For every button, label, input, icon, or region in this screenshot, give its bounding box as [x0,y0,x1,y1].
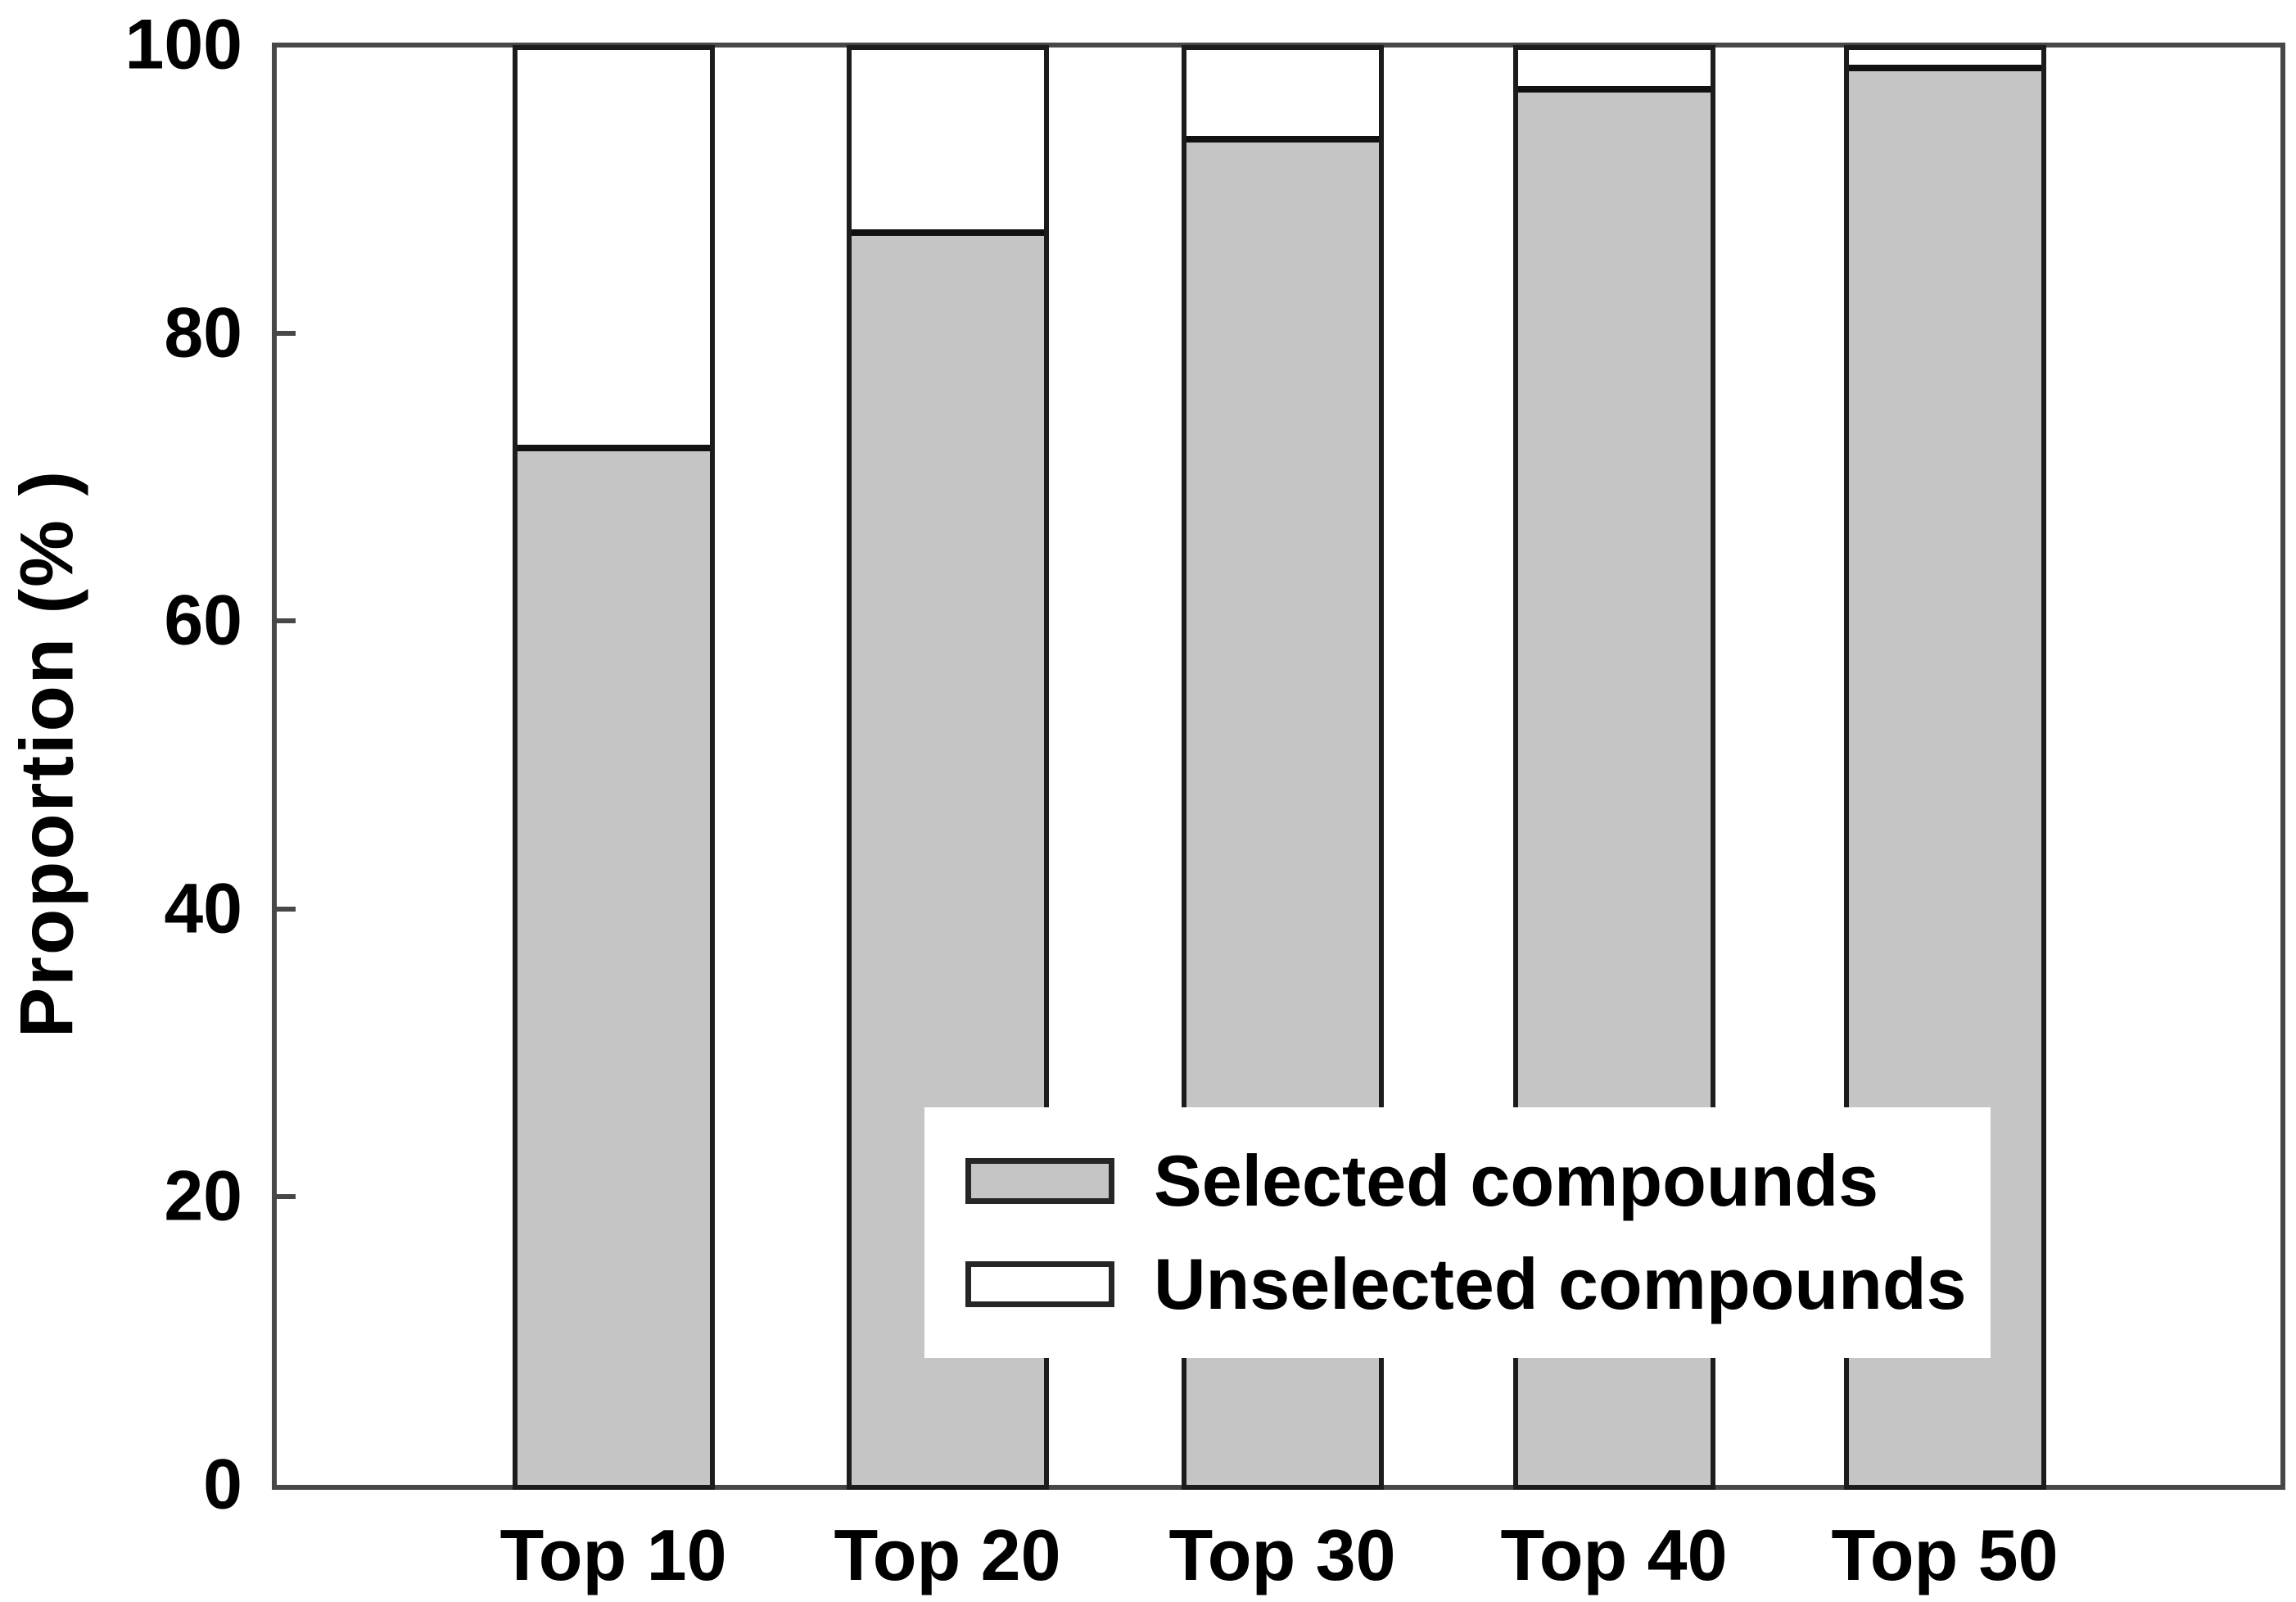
legend-label-unselected: Unselected compounds [1154,1243,1967,1324]
y-tick-label-100: 100 [124,5,243,84]
y-tick-label-20: 20 [164,1156,242,1236]
legend-swatch-unselected [965,1261,1114,1307]
legend-label-selected: Selected compounds [1154,1140,1879,1221]
x-tick-label-top-40: Top 40 [1500,1514,1728,1595]
y-tick-mark-80 [274,330,296,336]
y-tick-label-60: 60 [164,581,242,660]
bar-segment-selected-top-10 [517,444,710,1485]
bar-top-10 [512,45,715,1490]
y-axis-title: Proportion (% ) [5,468,89,1039]
legend-item-selected: Selected compounds [965,1140,1991,1221]
y-tick-label-40: 40 [164,869,242,948]
y-tick-mark-20 [274,1194,296,1200]
y-tick-mark-40 [274,906,296,912]
x-tick-label-top-20: Top 20 [834,1514,1061,1595]
y-tick-label-0: 0 [203,1445,242,1524]
legend-swatch-selected [965,1158,1114,1204]
legend-item-unselected: Unselected compounds [965,1243,1991,1324]
x-tick-label-top-50: Top 50 [1831,1514,2059,1595]
x-tick-label-top-30: Top 30 [1168,1514,1396,1595]
y-tick-label-80: 80 [164,293,242,373]
y-tick-mark-60 [274,618,296,624]
chart-legend: Selected compounds Unselected compounds [924,1107,1991,1358]
x-tick-label-top-10: Top 10 [499,1514,727,1595]
